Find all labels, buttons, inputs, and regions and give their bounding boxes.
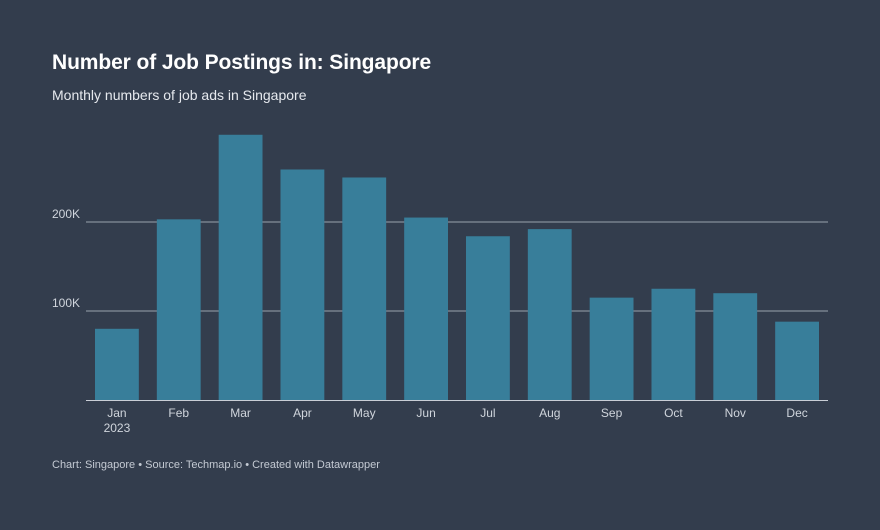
x-tick-label: Mar	[230, 406, 251, 420]
x-tick-label: Jul	[480, 406, 495, 420]
bar-aug	[527, 229, 572, 400]
bars	[95, 134, 819, 400]
bar-mar	[218, 134, 263, 400]
x-tick-sublabel: 2023	[104, 421, 131, 435]
bar-jun	[404, 217, 448, 400]
x-tick-label: Oct	[664, 406, 683, 420]
bar-oct	[651, 288, 696, 400]
x-tick-label: Feb	[168, 406, 189, 420]
x-tick-label: Aug	[539, 406, 560, 420]
bar-nov	[713, 293, 758, 400]
chart-subtitle: Monthly numbers of job ads in Singapore	[52, 87, 307, 103]
bar-may	[342, 177, 387, 400]
bar-apr	[280, 169, 325, 400]
x-tick-label: Sep	[601, 406, 623, 420]
bar-dec	[775, 321, 819, 400]
bar-jan	[95, 328, 139, 400]
x-tick-label: Apr	[293, 406, 312, 420]
y-tick-label: 200K	[52, 207, 80, 221]
chart-footer: Chart: Singapore • Source: Techmap.io • …	[52, 459, 380, 471]
x-tick-label: Dec	[786, 406, 807, 420]
bar-jul	[466, 236, 510, 400]
y-tick-label: 100K	[52, 296, 80, 310]
chart-title: Number of Job Postings in: Singapore	[52, 51, 432, 74]
bar-feb	[156, 219, 201, 400]
x-tick-label: May	[353, 406, 376, 420]
bar-sep	[589, 297, 634, 400]
x-tick-label: Nov	[725, 406, 746, 420]
gridlines	[86, 221, 828, 312]
x-tick-label: Jan	[107, 406, 126, 420]
y-axis-ticks: 100K 200K	[52, 207, 80, 310]
x-tick-label: Jun	[416, 406, 435, 420]
